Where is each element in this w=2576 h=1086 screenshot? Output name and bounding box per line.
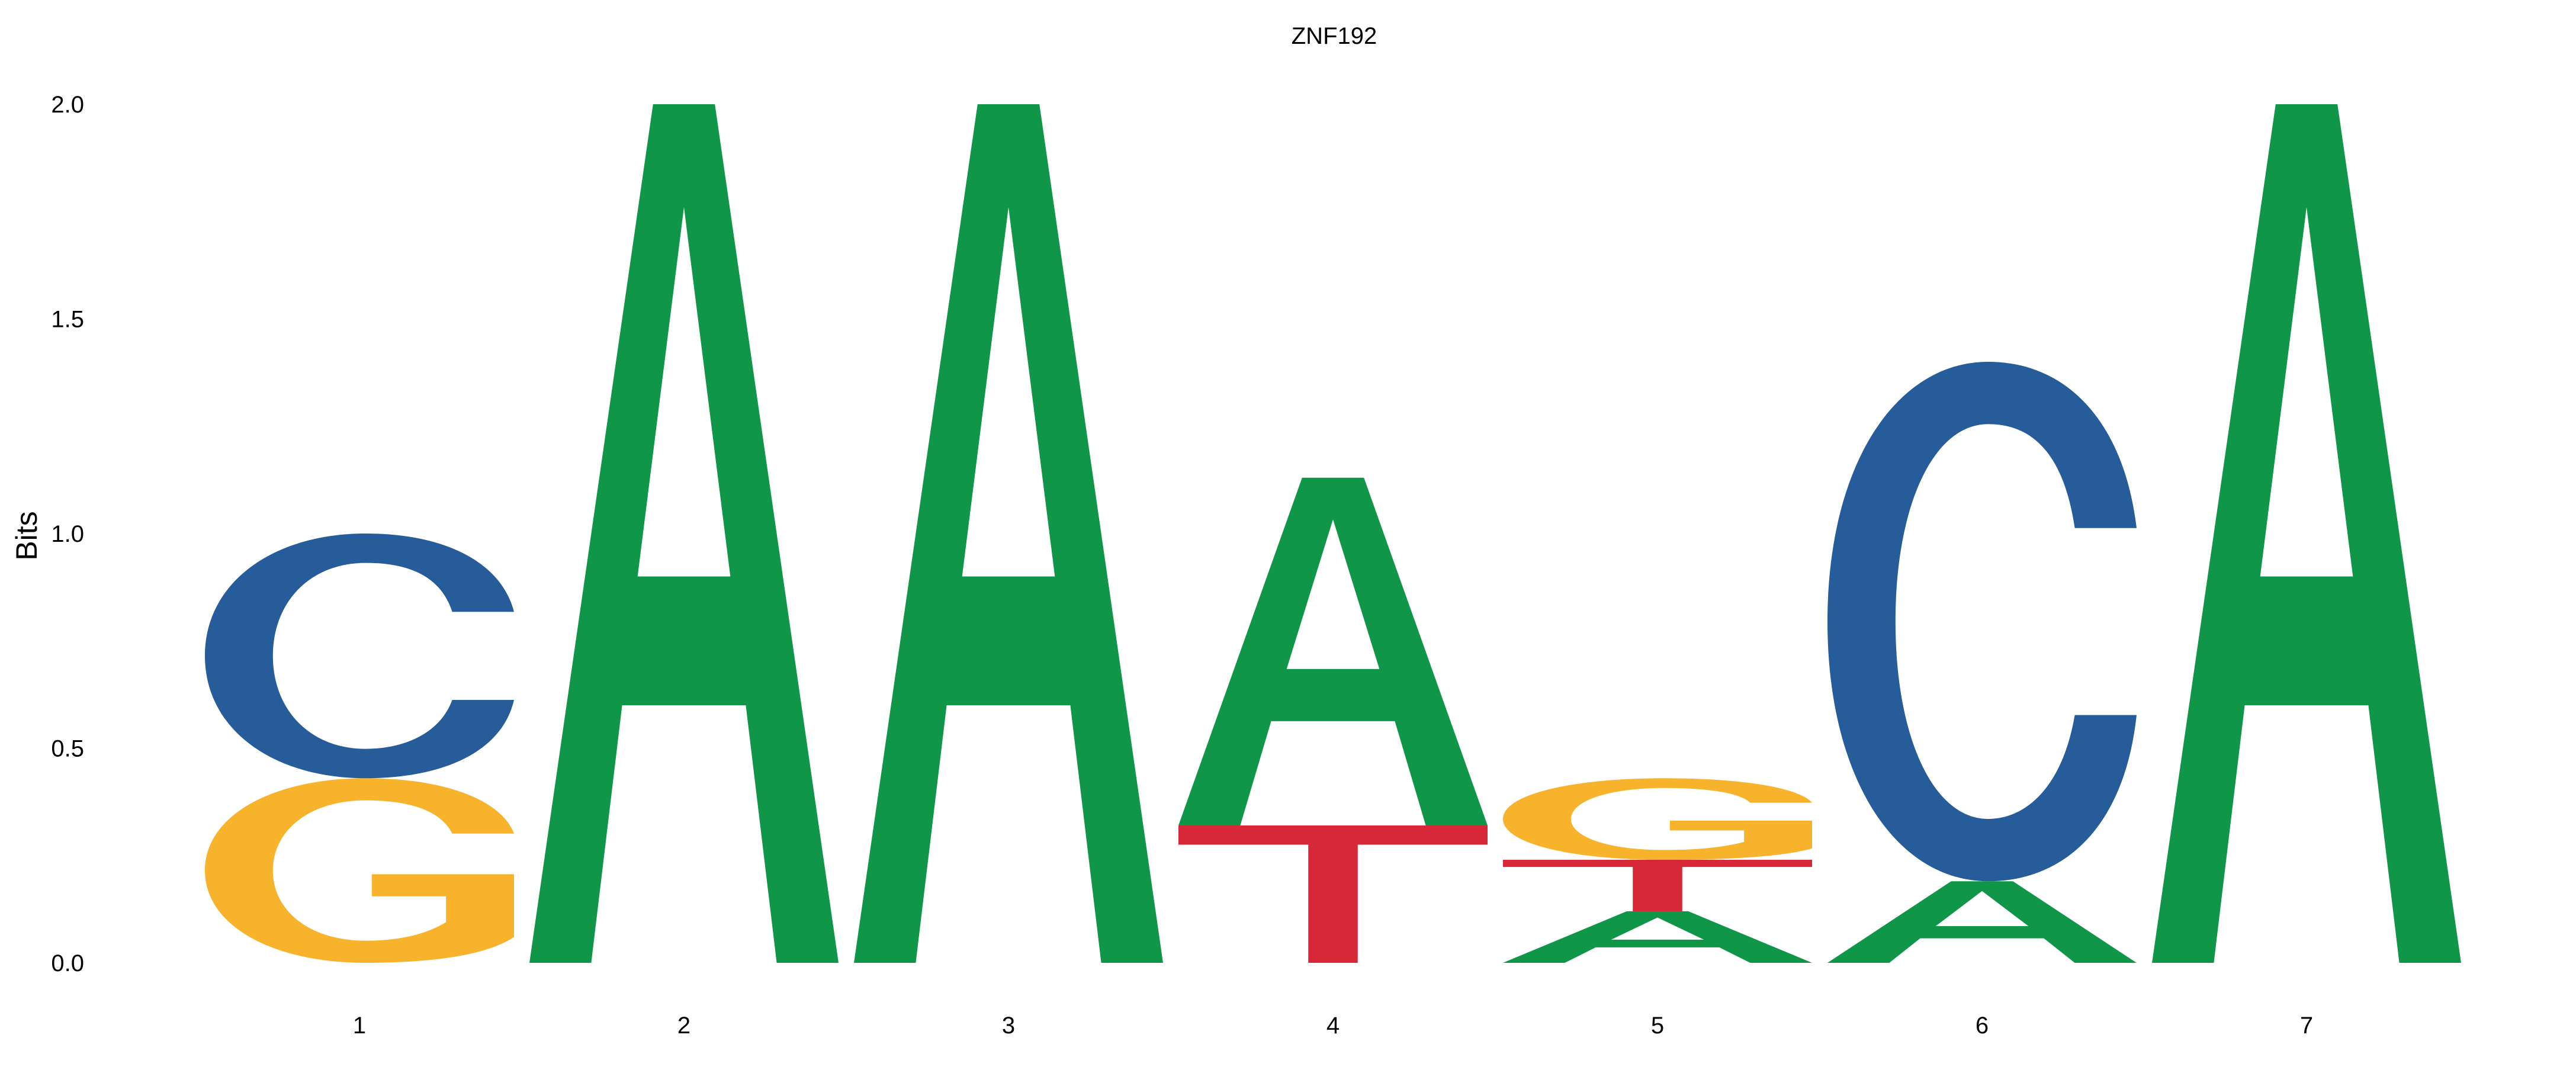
x-tick-label: 1 [353,1013,366,1039]
logo-letter-a [2152,104,2461,963]
x-tick-label: 5 [1651,1013,1664,1039]
logo-letter-a [1178,477,1488,825]
logo-letter-g [205,778,514,963]
y-axis-label: Bits [10,511,43,560]
logo-letter-a [1827,881,2137,963]
logo-letter-a [529,104,839,963]
logo-letter-t [1503,860,1812,911]
logo-letters [205,104,2461,963]
logo-letter-a [1503,911,1812,963]
chart-title: ZNF192 [1292,23,1377,49]
x-axis-ticks: 1 2 3 4 5 6 7 [353,1013,2313,1039]
y-tick-label: 2.0 [51,92,84,118]
x-tick-label: 6 [1976,1013,1989,1039]
y-tick-label: 0.5 [51,736,84,762]
x-tick-label: 4 [1326,1013,1340,1039]
logo-letter-a [854,104,1163,963]
x-tick-label: 7 [2300,1013,2313,1039]
y-tick-label: 1.5 [51,307,84,333]
logo-letter-t [1178,825,1488,963]
y-tick-label: 0.0 [51,950,84,976]
y-axis-ticks: 0.0 0.5 1.0 1.5 2.0 [51,92,84,976]
x-tick-label: 2 [677,1013,690,1039]
x-tick-label: 3 [1002,1013,1015,1039]
logo-letter-c [205,534,514,779]
logo-letter-g [1503,778,1812,860]
y-tick-label: 1.0 [51,521,84,547]
logo-letter-c [1827,362,2137,882]
